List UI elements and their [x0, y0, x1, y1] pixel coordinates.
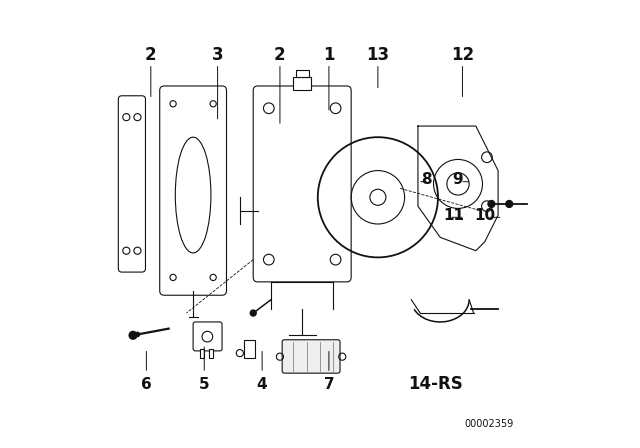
Circle shape: [506, 200, 513, 207]
FancyBboxPatch shape: [118, 96, 145, 272]
Text: 5: 5: [199, 377, 209, 392]
Bar: [200, 349, 204, 358]
Bar: [209, 349, 213, 358]
FancyBboxPatch shape: [160, 86, 227, 295]
Text: 2: 2: [145, 46, 157, 64]
Text: 14-RS: 14-RS: [408, 375, 463, 393]
Bar: [293, 77, 311, 90]
Text: 00002359: 00002359: [465, 419, 514, 429]
Text: 9: 9: [452, 172, 463, 187]
Text: 11: 11: [443, 207, 464, 223]
Text: 3: 3: [212, 46, 223, 64]
Text: 7: 7: [324, 377, 334, 392]
Text: 13: 13: [366, 46, 390, 64]
FancyBboxPatch shape: [253, 86, 351, 282]
Text: 12: 12: [451, 46, 474, 64]
FancyBboxPatch shape: [193, 322, 222, 351]
Bar: [244, 340, 255, 358]
Bar: [296, 70, 309, 77]
Circle shape: [129, 332, 137, 339]
Ellipse shape: [175, 137, 211, 253]
Circle shape: [135, 332, 140, 336]
Text: 8: 8: [422, 172, 432, 187]
Text: 4: 4: [257, 377, 268, 392]
Text: 2: 2: [274, 46, 285, 64]
Text: 1: 1: [323, 46, 335, 64]
Text: 10: 10: [474, 207, 495, 223]
Circle shape: [250, 310, 257, 316]
Text: 6: 6: [141, 377, 152, 392]
Circle shape: [488, 200, 495, 207]
FancyBboxPatch shape: [282, 340, 340, 373]
